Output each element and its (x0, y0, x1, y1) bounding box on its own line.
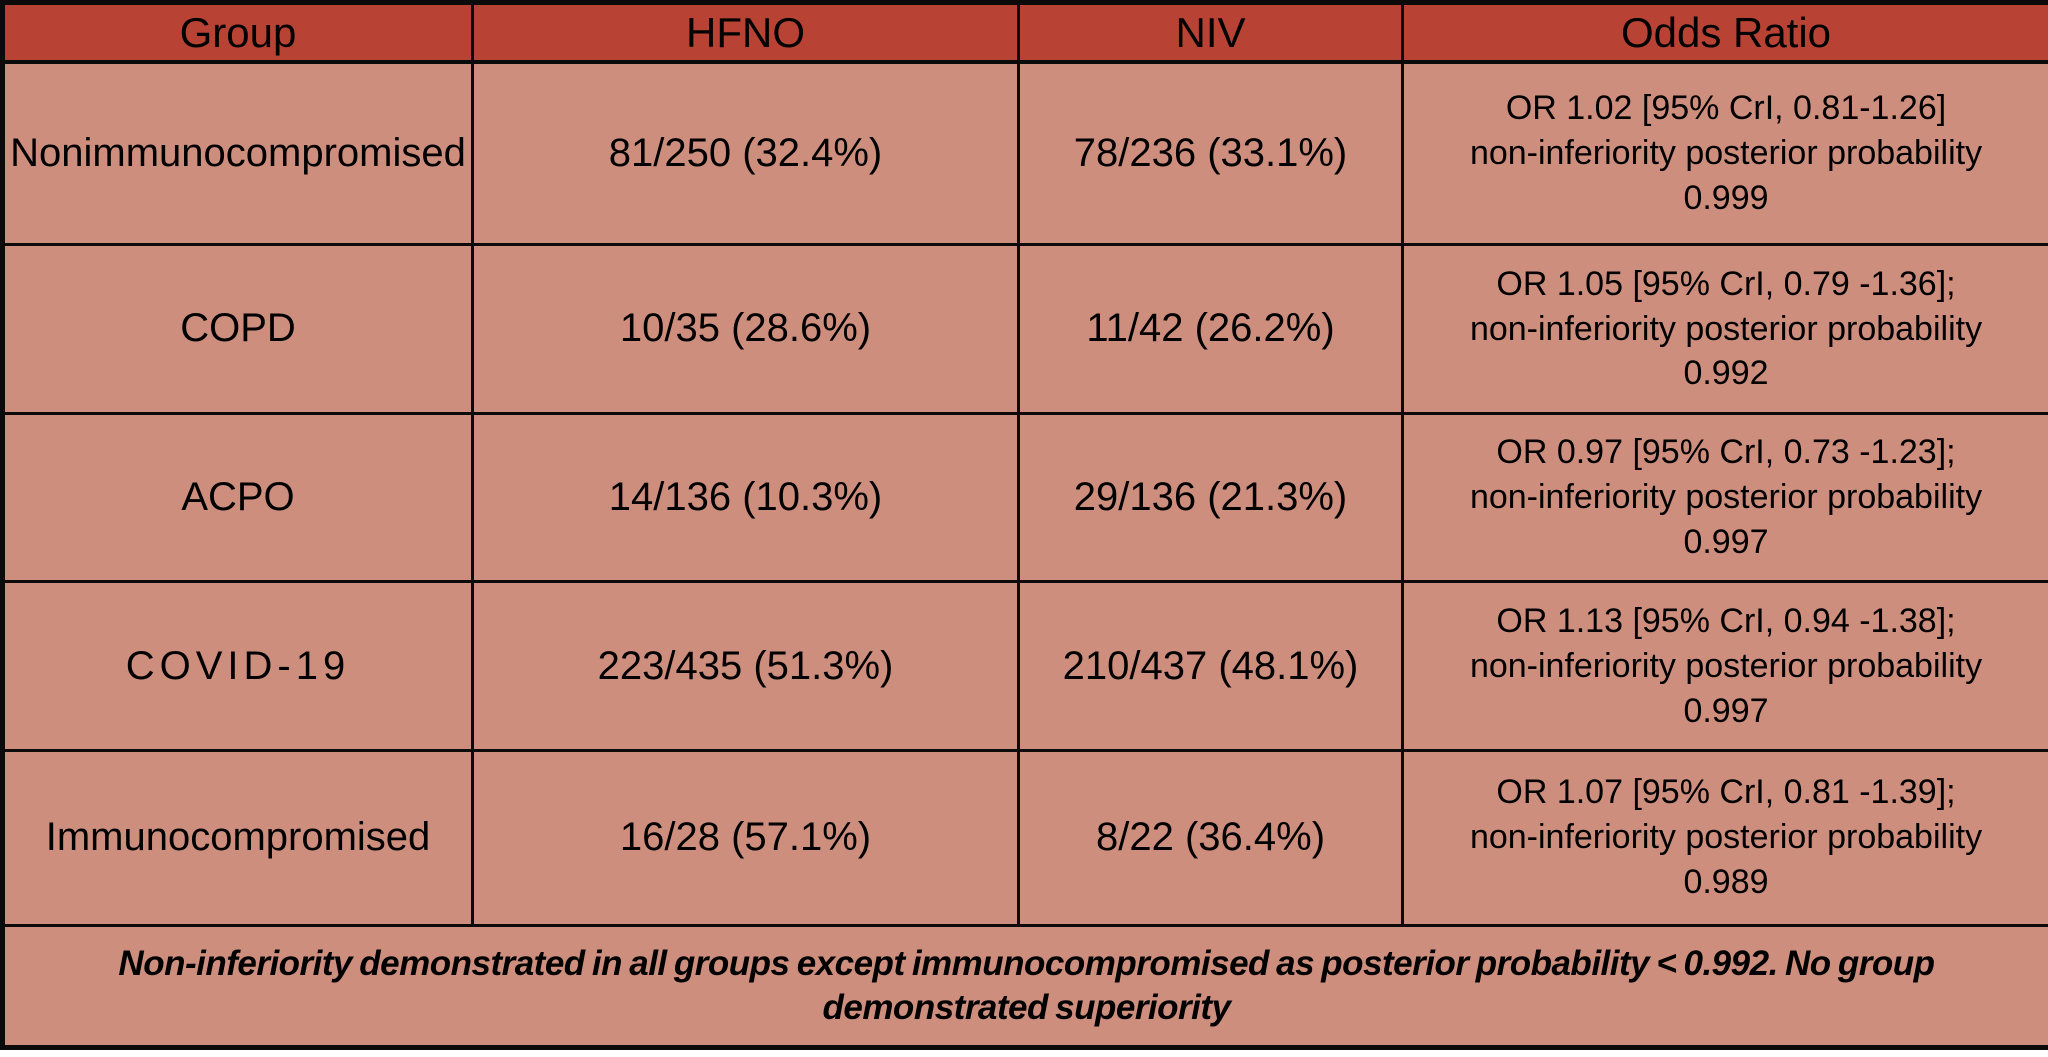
posterior-probability-label: non-inferiority posterior probability (1469, 646, 1983, 685)
group-cell: COVID-19 (1, 580, 474, 752)
odds-ratio-cell: OR 1.05 [95% CrI, 0.79 -1.36]; non-infer… (1401, 243, 2048, 415)
or-estimate: OR 1.07 [95% CrI, 0.81 -1.39]; (1496, 773, 1956, 812)
niv-cell: 11/42 (26.2%) (1017, 243, 1404, 415)
hfno-cell: 16/28 (57.1%) (471, 748, 1020, 927)
posterior-probability-label: non-inferiority posterior probability (1469, 309, 1983, 348)
posterior-probability-value: 0.997 (1683, 522, 1769, 561)
odds-ratio-cell: OR 1.07 [95% CrI, 0.81 -1.39]; non-infer… (1401, 748, 2048, 927)
or-estimate: OR 0.97 [95% CrI, 0.73 -1.23]; (1496, 433, 1956, 472)
group-cell: Nonimmunocompromised (1, 60, 474, 247)
hfno-cell: 10/35 (28.6%) (471, 243, 1020, 415)
group-cell: Immunocompromised (1, 748, 474, 927)
posterior-probability-value: 0.999 (1683, 179, 1769, 217)
group-cell: ACPO (1, 411, 474, 584)
posterior-probability-value: 0.997 (1683, 691, 1769, 730)
niv-cell: 78/236 (33.1%) (1017, 60, 1404, 247)
table-row-acpo: ACPO 14/136 (10.3%) 29/136 (21.3%) OR 0.… (1, 411, 2048, 584)
hfno-cell: 81/250 (32.4%) (471, 60, 1020, 247)
column-header-hfno: HFNO (471, 1, 1020, 64)
odds-ratio-cell: OR 1.13 [95% CrI, 0.94 -1.38]; non-infer… (1401, 580, 2048, 752)
column-header-niv: NIV (1017, 1, 1404, 64)
or-estimate: OR 1.05 [95% CrI, 0.79 -1.36]; (1496, 264, 1956, 303)
posterior-probability-label: non-inferiority posterior probability (1469, 818, 1983, 857)
table-row-immunocompromised: Immunocompromised 16/28 (57.1%) 8/22 (36… (1, 748, 2048, 927)
table-row-copd: COPD 10/35 (28.6%) 11/42 (26.2%) OR 1.05… (1, 243, 2048, 415)
or-estimate: OR 1.13 [95% CrI, 0.94 -1.38]; (1496, 601, 1956, 640)
group-cell: COPD (1, 243, 474, 415)
niv-cell: 8/22 (36.4%) (1017, 748, 1404, 927)
table-row-covid-19: COVID-19 223/435 (51.3%) 210/437 (48.1%)… (1, 580, 2048, 752)
hfno-cell: 223/435 (51.3%) (471, 580, 1020, 752)
or-estimate: OR 1.02 [95% CrI, 0.81-1.26] (1505, 89, 1947, 128)
niv-cell: 210/437 (48.1%) (1017, 580, 1404, 752)
niv-cell: 29/136 (21.3%) (1017, 411, 1404, 584)
odds-ratio-cell: OR 0.97 [95% CrI, 0.73 -1.23]; non-infer… (1401, 411, 2048, 584)
column-header-group: Group (1, 1, 474, 64)
posterior-probability-label: non-inferiority posterior probability (1469, 478, 1983, 517)
table-row-nonimmunocompromised: Nonimmunocompromised 81/250 (32.4%) 78/2… (1, 60, 2048, 247)
posterior-probability-label: non-inferiority posterior probability (1469, 134, 1983, 173)
posterior-probability-value: 0.992 (1683, 354, 1769, 393)
column-header-odds-ratio: Odds Ratio (1401, 1, 2048, 64)
posterior-probability-value: 0.989 (1683, 863, 1769, 902)
hfno-cell: 14/136 (10.3%) (471, 411, 1020, 584)
footnote-row: Non-inferiority demonstrated in all grou… (1, 923, 2048, 1050)
footnote: Non-inferiority demonstrated in all grou… (1, 923, 2048, 1050)
header-row: Group HFNO NIV Odds Ratio (1, 1, 2048, 64)
odds-ratio-cell: OR 1.02 [95% CrI, 0.81-1.26] non-inferio… (1401, 60, 2048, 247)
